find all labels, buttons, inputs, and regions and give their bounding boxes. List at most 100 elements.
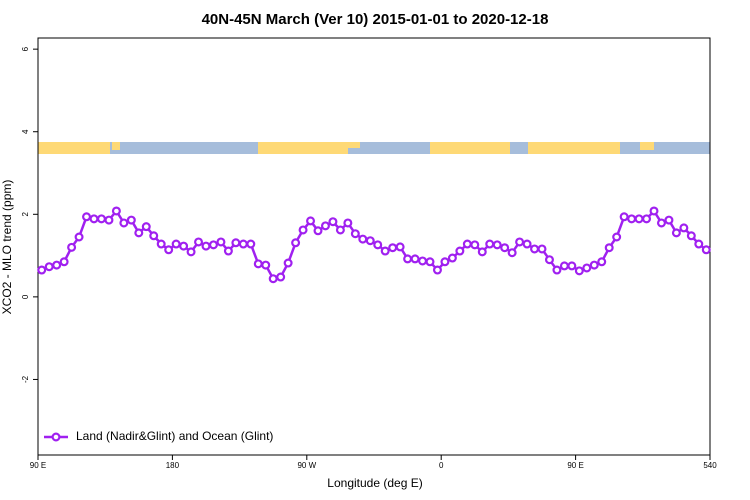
data-point: [432, 265, 442, 275]
data-point: [373, 240, 383, 250]
data-point: [246, 239, 256, 249]
data-point: [223, 246, 233, 256]
data-point: [89, 214, 99, 224]
x-tick-label: 90 W: [297, 461, 316, 470]
x-tick-label: 90 E: [567, 461, 583, 470]
data-point: [597, 257, 607, 267]
legend-marker: [51, 432, 61, 442]
data-point: [82, 212, 92, 222]
data-point: [552, 265, 562, 275]
x-tick-label: 90 E: [30, 461, 46, 470]
data-point: [515, 237, 525, 247]
data-point: [656, 218, 666, 228]
data-point: [67, 242, 77, 252]
data-point: [485, 239, 495, 249]
data-point: [686, 231, 696, 241]
data-point: [500, 243, 510, 253]
data-point: [507, 248, 517, 258]
land-band: [38, 142, 110, 154]
data-point: [612, 232, 622, 242]
data-point: [164, 245, 174, 255]
data-point: [544, 255, 554, 265]
data-point: [664, 215, 674, 225]
y-tick-label: -2: [21, 375, 30, 383]
data-point: [589, 260, 599, 270]
y-tick-label: 4: [21, 129, 30, 134]
data-point: [522, 239, 532, 249]
data-point: [335, 225, 345, 235]
y-axis-label: XCO2 - MLO trend (ppm): [0, 180, 14, 315]
data-point: [701, 245, 711, 255]
data-point: [410, 254, 420, 264]
data-point: [582, 263, 592, 273]
data-point: [313, 226, 323, 236]
data-point: [126, 215, 136, 225]
data-point: [425, 257, 435, 267]
data-point: [149, 231, 159, 241]
data-point: [358, 234, 368, 244]
land-band: [640, 142, 654, 150]
data-point: [642, 214, 652, 224]
data-point: [238, 239, 248, 249]
data-point: [350, 229, 360, 239]
data-point: [604, 243, 614, 253]
data-point: [291, 238, 301, 248]
data-point: [134, 228, 144, 238]
data-point: [492, 240, 502, 250]
data-point: [634, 214, 644, 224]
data-point: [619, 212, 629, 222]
data-point: [649, 206, 659, 216]
land-band: [348, 142, 360, 148]
data-point: [574, 266, 584, 276]
legend-label: Land (Nadir&Glint) and Ocean (Glint): [76, 429, 273, 443]
x-tick-label: 0: [439, 461, 444, 470]
data-point: [156, 239, 166, 249]
data-point: [320, 221, 330, 231]
data-point: [537, 244, 547, 254]
data-point: [201, 241, 211, 251]
data-point: [59, 257, 69, 267]
data-point: [395, 242, 405, 252]
data-point: [328, 217, 338, 227]
data-point: [365, 236, 375, 246]
data-point: [216, 237, 226, 247]
data-point: [403, 254, 413, 264]
data-point: [679, 223, 689, 233]
data-point: [261, 260, 271, 270]
plot-frame: [37, 37, 711, 456]
data-point: [418, 256, 428, 266]
data-point: [179, 241, 189, 251]
x-tick-label: 540: [703, 461, 717, 470]
data-point: [694, 239, 704, 249]
data-point: [567, 261, 577, 271]
data-point: [104, 215, 114, 225]
data-point: [380, 246, 390, 256]
data-point: [74, 232, 84, 242]
x-tick-label: 180: [166, 461, 180, 470]
data-point: [52, 260, 62, 270]
data-point: [119, 218, 129, 228]
y-tick-label: 0: [21, 294, 30, 299]
data-point: [559, 261, 569, 271]
data-point: [530, 244, 540, 254]
data-point: [208, 240, 218, 250]
data-point: [447, 253, 457, 263]
data-point: [283, 258, 293, 268]
data-point: [96, 214, 106, 224]
data-point: [253, 259, 263, 269]
data-point: [671, 228, 681, 238]
data-point: [477, 247, 487, 257]
data-point: [141, 222, 151, 232]
data-point: [44, 262, 54, 272]
y-tick-label: 6: [21, 46, 30, 51]
data-point: [268, 274, 278, 284]
data-point: [306, 216, 316, 226]
land-band: [430, 142, 510, 154]
data-point: [343, 218, 353, 228]
land-band: [528, 142, 620, 154]
y-tick-label: 2: [21, 212, 30, 217]
data-point: [298, 225, 308, 235]
data-point: [627, 214, 637, 224]
data-point: [111, 206, 121, 216]
